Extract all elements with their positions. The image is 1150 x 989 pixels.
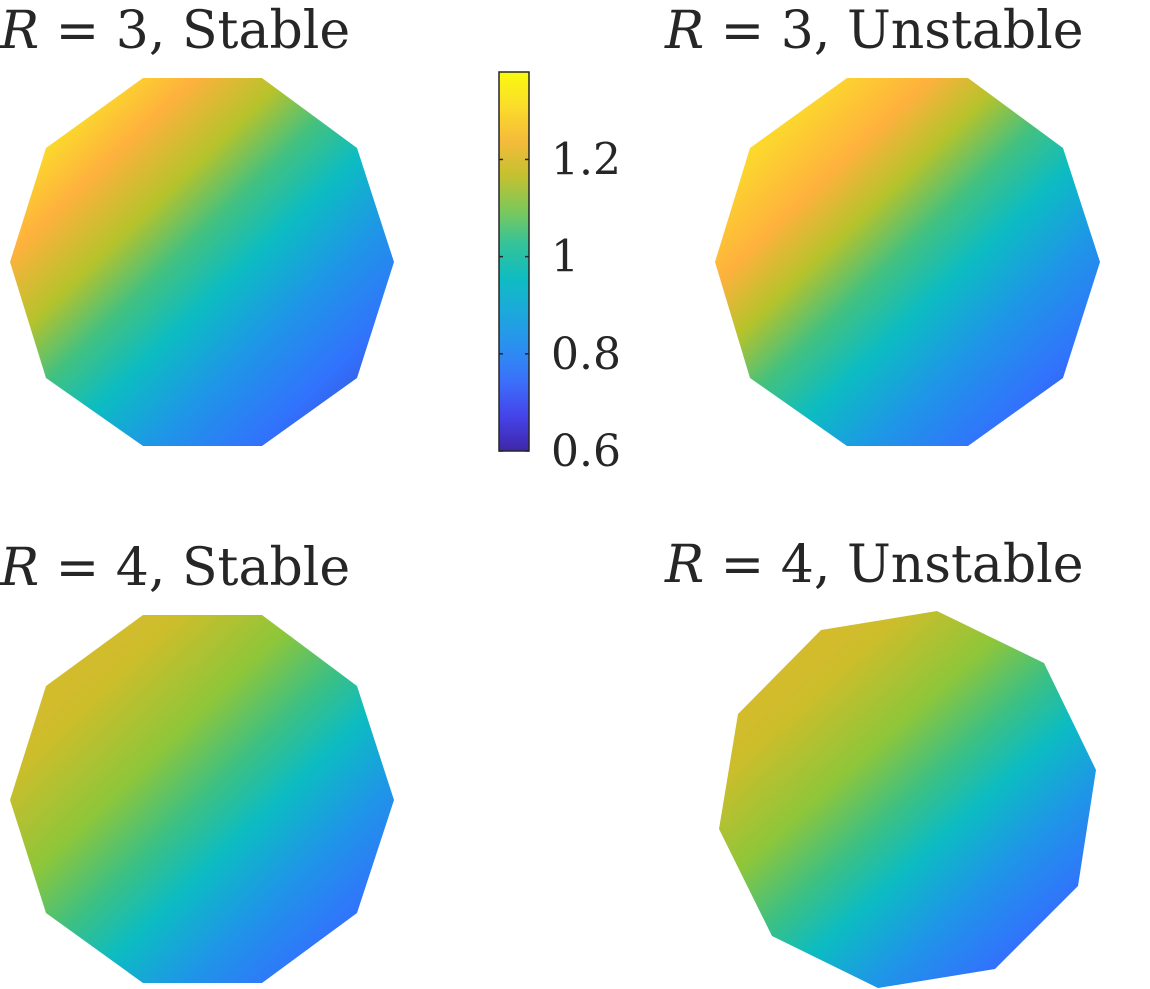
- panel-title-r4-unstable: R = 4, Unstable: [664, 535, 1084, 595]
- colorbar-tick-label: 1: [551, 232, 579, 283]
- panel-title-r4-stable: R = 4, Stable: [0, 538, 350, 598]
- panel-title-r3-stable: R = 3, Stable: [0, 1, 350, 61]
- decagon-r4-unstable: [719, 611, 1096, 988]
- colorbar-tick-label: 0.8: [551, 329, 621, 380]
- colorbar: [498, 71, 530, 452]
- colorbar-ticks: 0.6 0.8 1 1.2: [499, 134, 621, 477]
- decagon-r3-unstable: [715, 78, 1100, 446]
- decagon-r3-stable: [10, 78, 394, 446]
- panel-title-r3-unstable: R = 3, Unstable: [664, 1, 1084, 61]
- colorbar-tick-label: 1.2: [551, 134, 621, 185]
- colorbar-tick-label: 0.6: [551, 426, 621, 477]
- decagon-r4-stable: [10, 615, 394, 983]
